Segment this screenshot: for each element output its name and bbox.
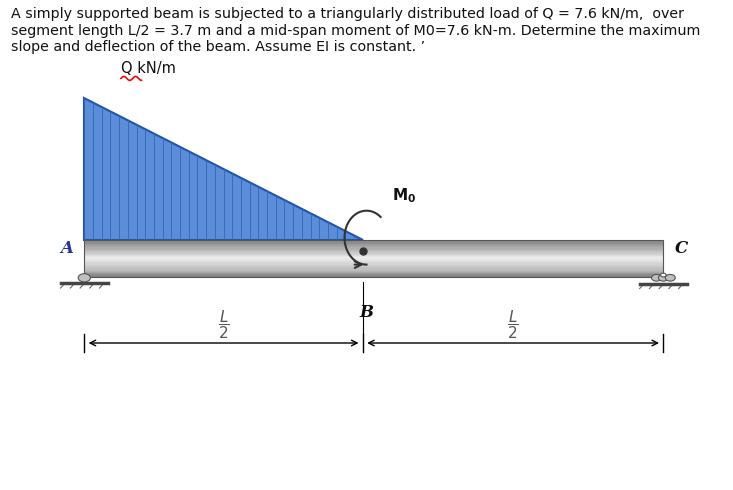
Bar <box>84 241 663 243</box>
Bar <box>84 248 663 250</box>
Bar <box>84 261 663 262</box>
Text: Q kN/m: Q kN/m <box>121 61 176 76</box>
Bar <box>84 266 663 267</box>
Bar <box>84 263 663 265</box>
Bar <box>84 258 663 260</box>
Circle shape <box>660 273 666 277</box>
Bar <box>84 253 663 255</box>
Bar <box>84 268 663 270</box>
Text: C: C <box>674 240 688 257</box>
Bar <box>84 257 663 259</box>
Bar <box>84 240 663 277</box>
Text: $\dfrac{L}{2}$: $\dfrac{L}{2}$ <box>507 308 519 341</box>
Text: $\mathbf{M_0}$: $\mathbf{M_0}$ <box>391 186 416 205</box>
Bar <box>84 271 663 273</box>
Circle shape <box>666 274 675 281</box>
Circle shape <box>652 274 661 281</box>
Bar <box>84 252 663 254</box>
Text: $\dfrac{L}{2}$: $\dfrac{L}{2}$ <box>218 308 229 341</box>
Bar <box>84 256 663 257</box>
Bar <box>84 249 663 251</box>
Bar <box>84 245 663 247</box>
Bar <box>84 275 663 277</box>
Bar <box>84 251 663 252</box>
Bar <box>84 267 663 269</box>
Bar <box>84 262 663 264</box>
Text: B: B <box>359 304 374 321</box>
Bar <box>84 244 663 245</box>
Bar <box>84 270 663 272</box>
Text: A simply supported beam is subjected to a triangularly distributed load of Q = 7: A simply supported beam is subjected to … <box>11 7 700 54</box>
Bar <box>84 254 663 256</box>
Bar <box>84 240 663 242</box>
Circle shape <box>658 274 668 281</box>
Bar <box>84 247 663 249</box>
Bar <box>84 269 663 270</box>
Polygon shape <box>84 98 363 240</box>
Bar <box>84 242 663 244</box>
Bar <box>84 274 663 275</box>
Bar <box>84 259 663 261</box>
Text: A: A <box>60 240 73 257</box>
Bar <box>84 264 663 266</box>
Circle shape <box>78 274 90 282</box>
Bar <box>84 245 663 246</box>
Bar <box>84 272 663 274</box>
